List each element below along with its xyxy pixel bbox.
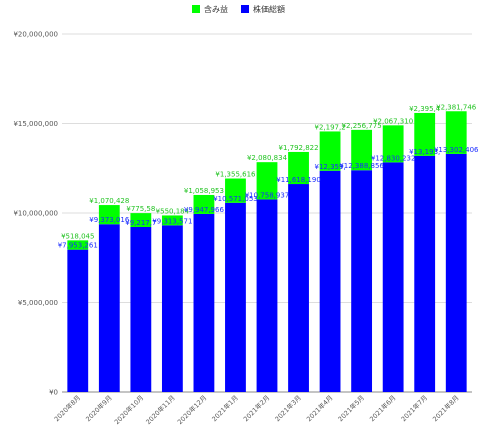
bar-gain xyxy=(382,125,404,163)
data-label-stock: ¥9,217,7 xyxy=(125,219,156,227)
bar-stock xyxy=(382,162,404,392)
y-tick-label: ¥20,000,000 xyxy=(13,31,58,39)
bar-gain xyxy=(225,178,246,203)
bar-stock xyxy=(225,202,246,392)
y-tick-label: ¥10,000,000 xyxy=(13,210,58,218)
y-tick-label: ¥15,000,000 xyxy=(13,120,58,128)
y-tick-label: ¥5,000,000 xyxy=(18,299,58,307)
y-tick-label: ¥0 xyxy=(49,389,58,397)
bars xyxy=(67,111,467,392)
data-label-stock: ¥10,571,053 xyxy=(213,195,258,203)
bar-gain xyxy=(351,129,373,171)
x-axis-ticks: 2020年8月 2020年9月 2020年10月 2020年11月 2020年12月 20… xyxy=(52,393,461,426)
data-label-gain: ¥1,355,616 xyxy=(215,171,256,179)
data-label-gain: ¥2,080,834 xyxy=(247,154,288,162)
data-label-stock: ¥12,830,232 xyxy=(371,154,416,162)
legend-label-stock: 株価総額 xyxy=(253,4,285,14)
bar-stock xyxy=(130,227,152,392)
data-label-stock: ¥13,302,406 xyxy=(434,146,479,154)
data-label-gain: ¥2,256,775 xyxy=(342,122,382,130)
data-label-stock: ¥12,388,856 xyxy=(339,162,384,170)
x-tick-label: 2020年10月 xyxy=(112,393,145,426)
data-label-stock: ¥9,947,966 xyxy=(184,206,225,214)
x-tick-label: 2021年3月 xyxy=(273,393,303,423)
data-label-gain: ¥2,197,2 xyxy=(314,123,345,131)
legend-swatch-stock xyxy=(241,5,249,13)
data-label-stock: ¥9,373,016 xyxy=(89,216,130,224)
data-label-stock: ¥13,193, xyxy=(409,148,440,156)
bar-stock xyxy=(193,213,215,392)
data-labels: ¥518,045 ¥7,953,261 ¥1,070,428 ¥9,373,016 ¥7… xyxy=(58,103,479,249)
x-tick-label: 2021年1月 xyxy=(210,393,240,423)
data-label-gain: ¥2,395,4 xyxy=(409,105,441,113)
data-label-gain: ¥1,792,822 xyxy=(278,144,318,152)
bar-gain xyxy=(445,111,467,154)
x-tick-label: 2021年7月 xyxy=(399,393,429,423)
bar-gain xyxy=(161,215,183,226)
legend: 含み益 株価総額 xyxy=(192,4,285,14)
bar-gain xyxy=(256,162,278,200)
data-label-gain: ¥2,381,746 xyxy=(436,103,477,111)
bar-gain xyxy=(288,151,309,185)
bar-stock xyxy=(445,153,467,392)
x-tick-label: 2021年2月 xyxy=(241,393,271,423)
bar-gain xyxy=(67,240,89,250)
y-axis-ticks: ¥0 ¥5,000,000 ¥10,000,000 ¥15,000,000 ¥20,00… xyxy=(13,31,58,397)
bar-stock xyxy=(351,170,373,392)
bar-stock xyxy=(98,224,120,392)
legend-label-gain: 含み益 xyxy=(204,4,228,14)
data-label-stock: ¥12,359, xyxy=(314,163,345,171)
data-label-stock: ¥10,758,937 xyxy=(245,191,290,199)
bar-stock xyxy=(414,155,436,392)
bar-gain xyxy=(319,131,341,171)
x-tick-label: 2020年12月 xyxy=(175,393,208,426)
bar-gain xyxy=(130,213,152,228)
bar-stock xyxy=(319,170,341,392)
data-label-stock: ¥9,313,571 xyxy=(152,217,192,225)
x-tick-label: 2020年8月 xyxy=(52,393,82,423)
data-label-gain: ¥550,184 xyxy=(156,207,190,215)
data-label-stock: ¥7,953,261 xyxy=(58,242,98,250)
bar-stock xyxy=(288,184,309,392)
bar-stock xyxy=(161,225,183,392)
bar-stock xyxy=(67,249,89,392)
x-tick-label: 2020年9月 xyxy=(84,393,114,423)
bar-gain xyxy=(98,205,120,225)
x-tick-label: 2021年5月 xyxy=(336,393,366,423)
bar-stock xyxy=(256,199,278,392)
data-label-gain: ¥775,58 xyxy=(126,205,155,213)
x-tick-label: 2020年11月 xyxy=(144,393,177,426)
data-label-gain: ¥2,067,310 xyxy=(373,117,413,125)
x-tick-label: 2021年8月 xyxy=(430,393,460,423)
data-label-gain: ¥518,045 xyxy=(61,232,94,240)
x-tick-label: 2021年4月 xyxy=(304,393,334,423)
data-label-stock: ¥11,618,190 xyxy=(276,176,321,184)
x-tick-label: 2021年6月 xyxy=(367,393,397,423)
bar-gain xyxy=(414,112,436,156)
bar-gain xyxy=(193,194,215,214)
data-label-gain: ¥1,058,953 xyxy=(184,187,224,195)
legend-swatch-gain xyxy=(192,5,200,13)
data-label-gain: ¥1,070,428 xyxy=(89,197,129,205)
